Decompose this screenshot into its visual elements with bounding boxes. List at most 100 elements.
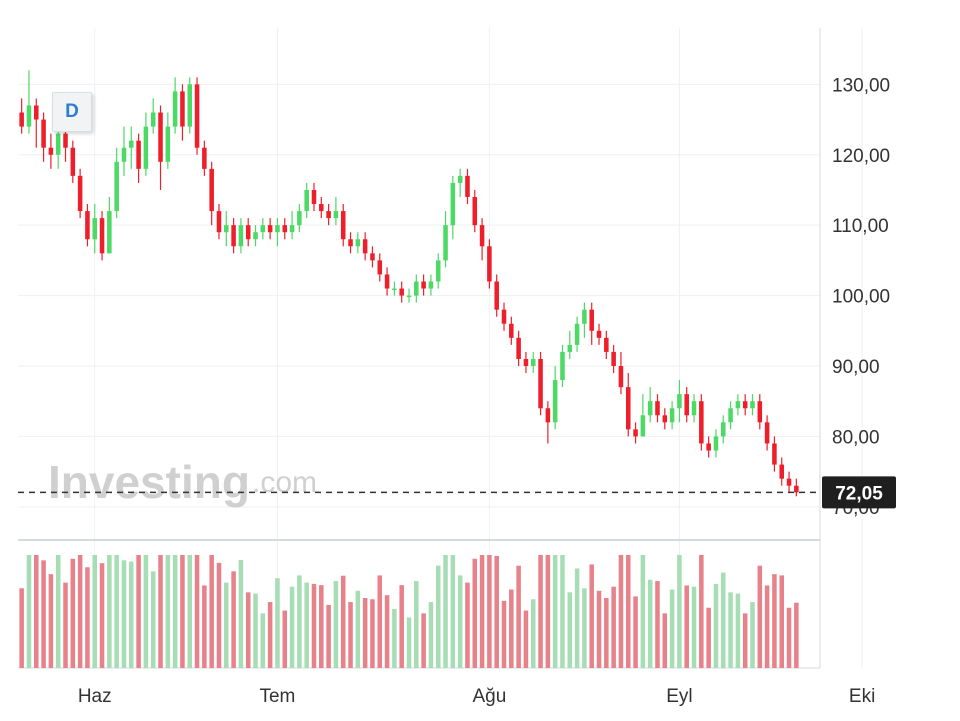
candle-body [574, 323, 580, 345]
candle-body [55, 133, 61, 155]
volume-bar [275, 578, 280, 668]
last-price-tag: 72,05 [822, 476, 896, 509]
volume-bar [311, 583, 317, 668]
candle-body [523, 358, 529, 366]
x-tick-label: Haz [78, 686, 112, 707]
volume-bar [560, 555, 565, 668]
volume-bar [691, 586, 697, 668]
volume-bar [202, 585, 207, 668]
candle-body [691, 401, 697, 416]
candle-body [165, 126, 171, 162]
volume-bar [501, 600, 507, 668]
volume-bar [604, 598, 609, 668]
candle-body [282, 225, 288, 233]
candle-body [465, 175, 470, 197]
candle-body [202, 147, 207, 169]
volume-bar [487, 555, 492, 668]
candle-body [172, 91, 178, 127]
candle-body [355, 239, 361, 247]
candle-body [406, 295, 412, 298]
candle-body [384, 274, 390, 289]
candle-body [34, 105, 39, 120]
volume-bar [136, 555, 141, 668]
volume-bar [699, 555, 704, 668]
volume-bar [472, 558, 478, 668]
volume-bar [794, 602, 799, 668]
candle-body [362, 239, 368, 254]
candle-body [435, 260, 441, 282]
volume-bar [399, 585, 404, 668]
volume-bar [304, 582, 309, 668]
volume-bar [457, 575, 463, 668]
volume-bar [26, 555, 32, 668]
volume-bar [640, 555, 646, 668]
candle-body [618, 366, 624, 388]
volume-bar [34, 555, 39, 668]
candle-body [326, 211, 331, 219]
candle-body [63, 133, 68, 148]
volume-bar [92, 555, 98, 668]
candle-body [70, 147, 76, 176]
candle-body [348, 239, 353, 247]
volume-bar [764, 585, 770, 668]
volume-bar [567, 592, 573, 668]
volume-bar [231, 571, 236, 668]
y-tick-label: 110,00 [832, 216, 889, 237]
volume-bar [684, 585, 689, 668]
volume-bar [530, 599, 536, 668]
candle-body [377, 260, 383, 275]
candle-body [487, 246, 492, 282]
candle-body [340, 211, 346, 240]
volume-bar [370, 599, 375, 668]
volume-bar [545, 555, 551, 668]
candle-body [684, 394, 689, 416]
candle-body [414, 281, 419, 296]
volume-bar [735, 593, 741, 668]
candle-body [779, 464, 784, 479]
volume-bar [319, 585, 324, 668]
candle-body [509, 323, 514, 338]
volume-bar [779, 575, 784, 668]
volume-bar [750, 602, 755, 668]
volume-bar [41, 560, 46, 668]
candle-body [421, 281, 426, 289]
candle-body [699, 401, 704, 444]
candle-body [238, 225, 244, 247]
candle-body [640, 415, 646, 437]
y-tick-label: 130,00 [832, 75, 890, 96]
candle-body [121, 147, 127, 162]
candle-body [136, 140, 141, 169]
candle-body [604, 337, 609, 352]
candle-body [333, 211, 339, 219]
candle-body [428, 281, 434, 289]
volume-bar [260, 613, 266, 668]
volume-bar [435, 565, 441, 668]
candle-body [625, 387, 631, 430]
volume-bar [428, 602, 434, 668]
volume-bar [216, 562, 222, 668]
volume-bar [494, 555, 499, 668]
candle-body [41, 119, 46, 148]
volume-bar [465, 582, 470, 668]
volume-bar [596, 590, 602, 668]
volume-bar [77, 555, 83, 668]
volume-bar [414, 581, 419, 668]
candle-body [538, 358, 543, 409]
volume-bar [107, 555, 112, 668]
candle-body [319, 204, 324, 212]
candle-body [501, 309, 507, 324]
x-tick-label: Eki [849, 686, 875, 707]
candle-body [494, 281, 499, 310]
candle-body [370, 253, 375, 261]
candle-body [720, 422, 726, 437]
candle-body [794, 485, 799, 493]
candle-body [479, 225, 485, 247]
volume-bar [85, 567, 90, 668]
candles [19, 70, 799, 497]
volume-bar [70, 558, 76, 668]
volume-bar [238, 560, 244, 668]
volume-bars [19, 555, 799, 668]
candle-body [48, 147, 54, 155]
volume-bar [406, 617, 412, 668]
period-button[interactable]: D [52, 92, 92, 132]
